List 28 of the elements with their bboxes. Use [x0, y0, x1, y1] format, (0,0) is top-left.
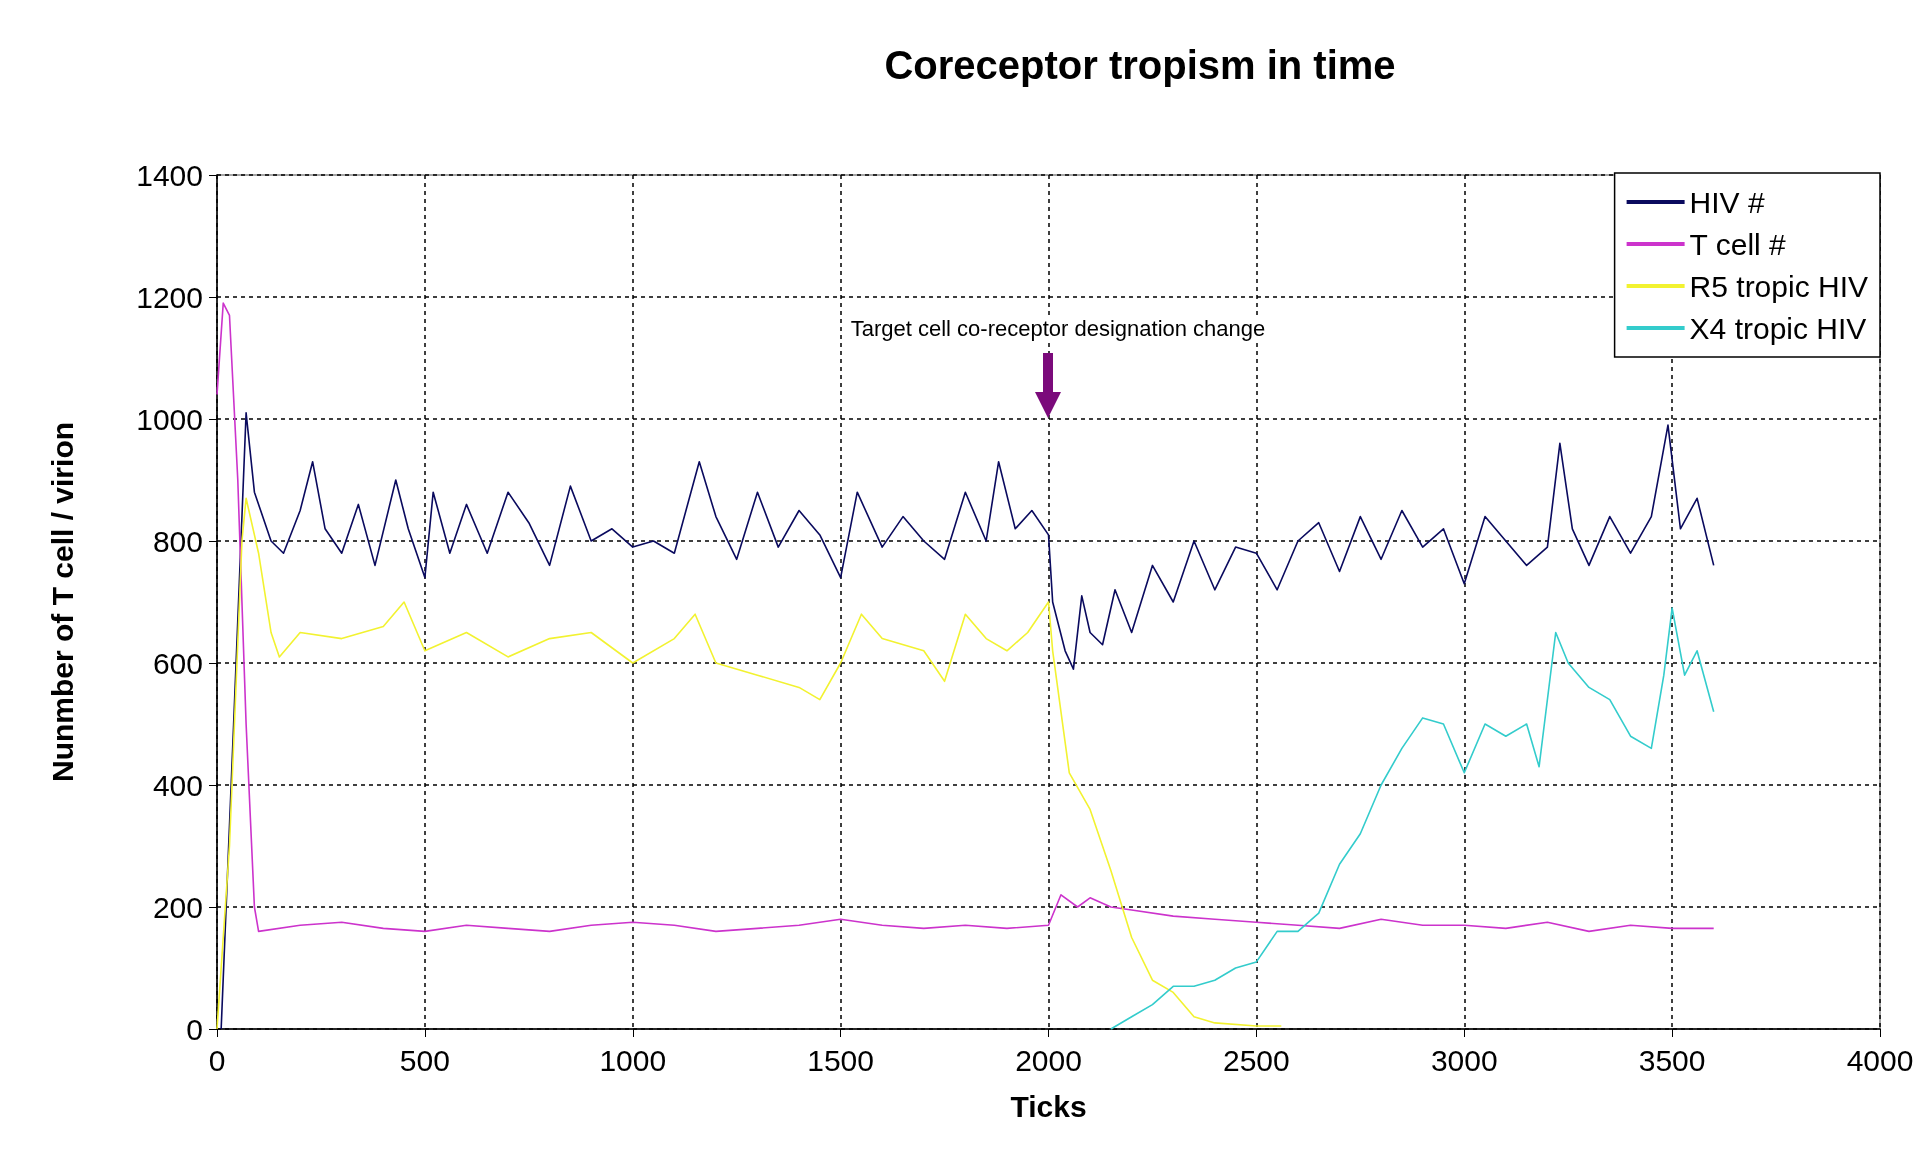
y-tick-label: 400	[152, 768, 203, 802]
y-tick-label: 600	[152, 646, 203, 680]
legend-label: X4 tropic HIV	[1689, 311, 1867, 345]
x-axis-title: Ticks	[1010, 1089, 1087, 1123]
chart-title: Coreceptor tropism in time	[884, 43, 1396, 87]
x-tick-label: 2000	[1015, 1043, 1082, 1077]
y-axis-title: Nunmber of T cell / virion	[45, 421, 79, 783]
y-tick-label: 200	[152, 890, 203, 924]
line-series	[1110, 607, 1715, 1030]
x-tick-label: 3500	[1638, 1043, 1706, 1077]
x-tick-label: 4000	[1846, 1043, 1914, 1077]
y-tick-label: 1400	[136, 158, 203, 192]
y-tick-label: 800	[152, 524, 203, 558]
line-series	[216, 497, 1283, 1030]
x-tick-label: 1000	[599, 1043, 667, 1077]
legend-label: R5 tropic HIV	[1689, 269, 1868, 303]
legend-label: HIV #	[1689, 185, 1765, 219]
y-tick-label: 1200	[136, 280, 203, 314]
y-tick-label: 0	[186, 1012, 203, 1046]
annotation: Target cell co-receptor designation change	[850, 315, 1266, 341]
x-tick-label: 2500	[1223, 1043, 1290, 1077]
x-tick-label: 3000	[1430, 1043, 1498, 1077]
x-tick-label: 1500	[807, 1043, 874, 1077]
x-tick-label: 0	[208, 1043, 226, 1077]
line-series	[220, 412, 1715, 1030]
legend-label: T cell #	[1689, 227, 1787, 261]
y-tick-label: 1000	[136, 402, 203, 436]
x-tick-label: 500	[399, 1043, 450, 1077]
